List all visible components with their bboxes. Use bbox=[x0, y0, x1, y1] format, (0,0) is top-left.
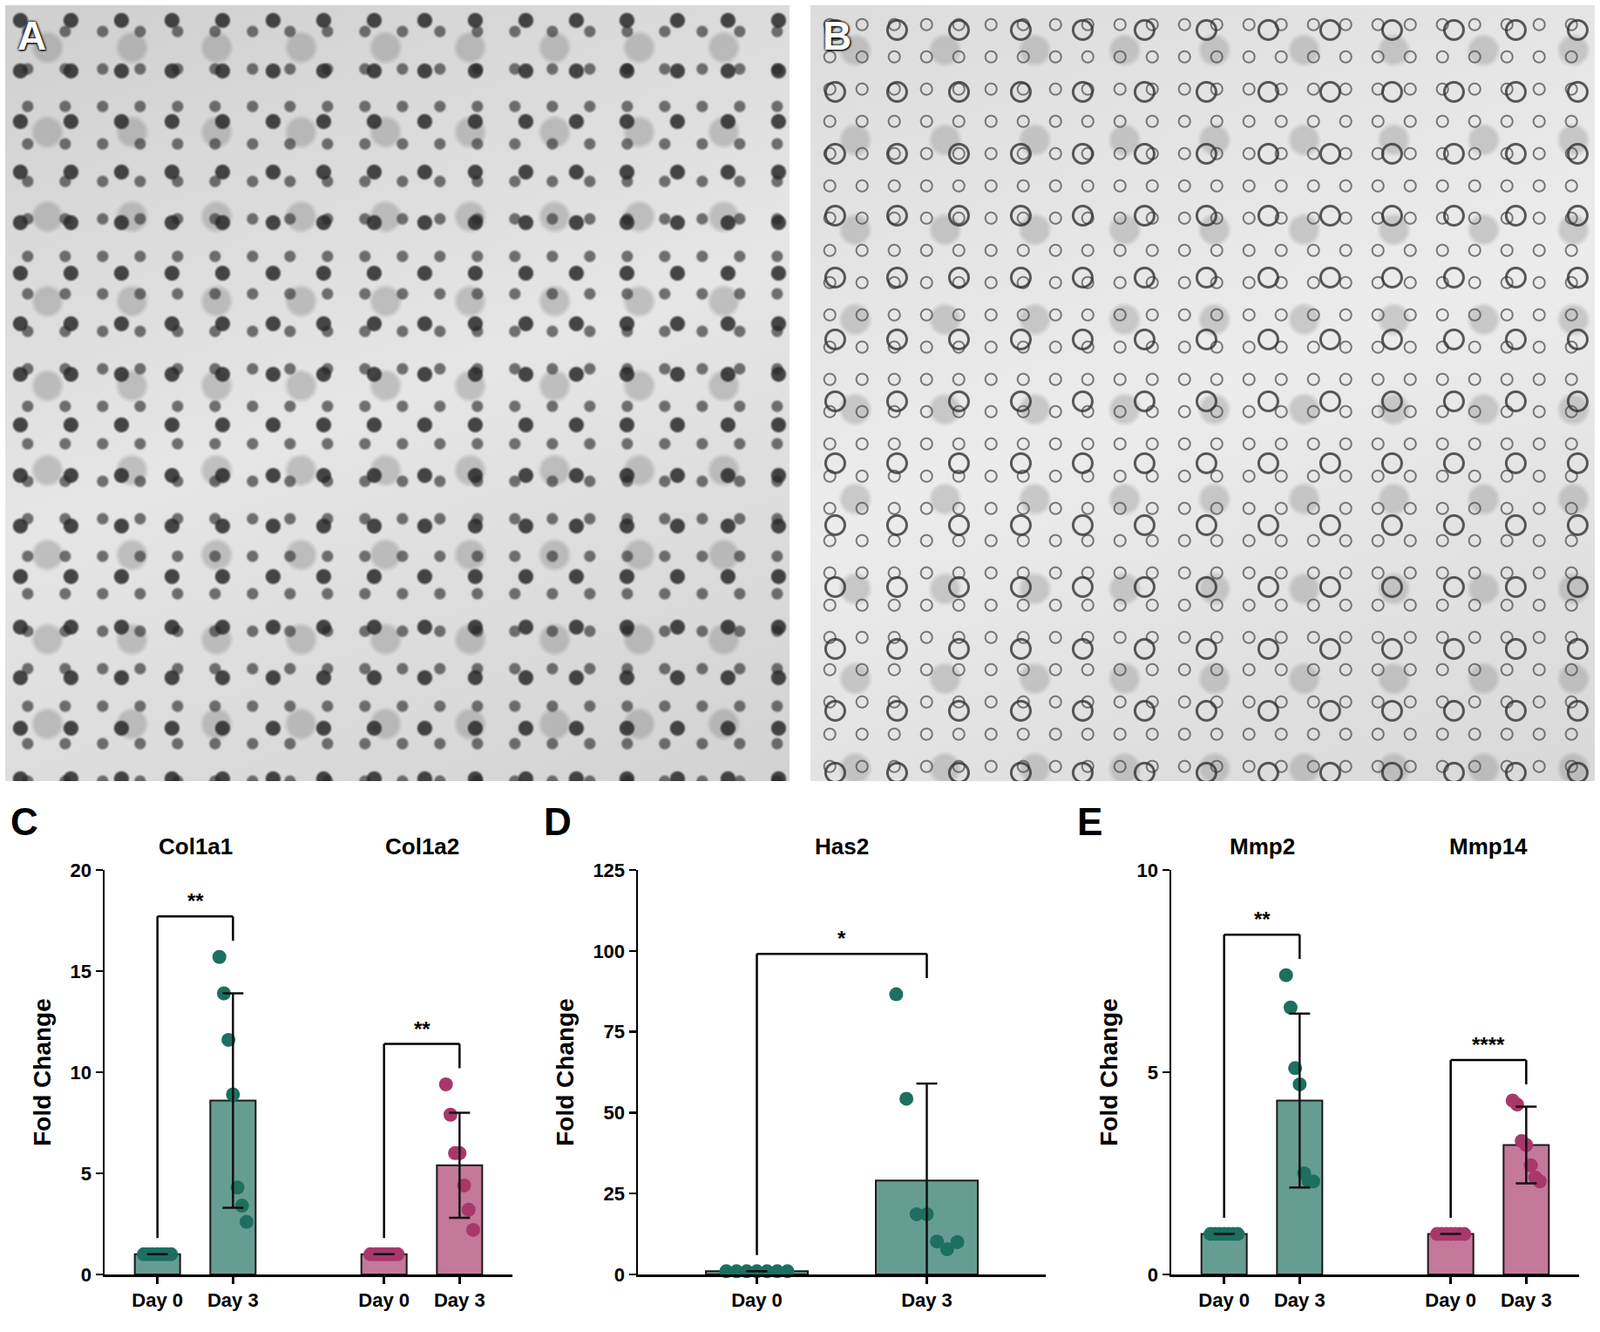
svg-text:Day 0: Day 0 bbox=[1424, 1288, 1477, 1311]
svg-text:Day 3: Day 3 bbox=[207, 1288, 259, 1311]
svg-text:**: ** bbox=[413, 1016, 431, 1041]
svg-text:5: 5 bbox=[1147, 1061, 1159, 1084]
svg-text:*: * bbox=[837, 926, 847, 950]
html-text:B: B bbox=[822, 13, 852, 59]
svg-text:0: 0 bbox=[1147, 1263, 1159, 1286]
svg-text:10: 10 bbox=[1137, 859, 1159, 882]
svg-text:10: 10 bbox=[70, 1061, 92, 1084]
svg-text:Day 3: Day 3 bbox=[1500, 1288, 1553, 1311]
svg-text:**: ** bbox=[187, 888, 204, 913]
svg-text:Day 0: Day 0 bbox=[1198, 1288, 1250, 1311]
svg-text:5: 5 bbox=[81, 1162, 92, 1185]
svg-text:Fold Change: Fold Change bbox=[1095, 997, 1123, 1146]
svg-text:15: 15 bbox=[70, 960, 92, 983]
svg-text:25: 25 bbox=[603, 1182, 625, 1205]
svg-text:Day 0: Day 0 bbox=[131, 1288, 184, 1311]
svg-text:Day 3: Day 3 bbox=[1274, 1288, 1326, 1311]
svg-text:Col1a2: Col1a2 bbox=[385, 833, 460, 860]
svg-text:Mmp14: Mmp14 bbox=[1449, 833, 1528, 860]
html-text:D: D bbox=[543, 800, 572, 843]
svg-text:Day 3: Day 3 bbox=[433, 1288, 486, 1311]
svg-text:**: ** bbox=[1254, 907, 1271, 931]
svg-text:20: 20 bbox=[70, 859, 92, 882]
svg-text:Day 0: Day 0 bbox=[358, 1288, 410, 1311]
svg-text:****: **** bbox=[1471, 1032, 1506, 1057]
svg-text:Fold Change: Fold Change bbox=[28, 997, 56, 1146]
html-text:A: A bbox=[17, 13, 47, 59]
svg-text:Mmp2: Mmp2 bbox=[1229, 833, 1295, 860]
svg-text:50: 50 bbox=[603, 1101, 625, 1124]
svg-text:Day 0: Day 0 bbox=[731, 1288, 783, 1311]
svg-text:0: 0 bbox=[614, 1263, 625, 1286]
html-text:C: C bbox=[10, 800, 39, 843]
svg-text:75: 75 bbox=[603, 1020, 625, 1043]
svg-text:Fold Change: Fold Change bbox=[551, 997, 579, 1146]
svg-text:Col1a1: Col1a1 bbox=[158, 833, 233, 860]
svg-text:Has2: Has2 bbox=[814, 833, 869, 860]
svg-text:100: 100 bbox=[592, 940, 625, 963]
html-text:E: E bbox=[1077, 800, 1103, 843]
svg-text:125: 125 bbox=[592, 859, 625, 882]
svg-text:Day 3: Day 3 bbox=[901, 1288, 953, 1311]
svg-text:0: 0 bbox=[81, 1263, 92, 1286]
